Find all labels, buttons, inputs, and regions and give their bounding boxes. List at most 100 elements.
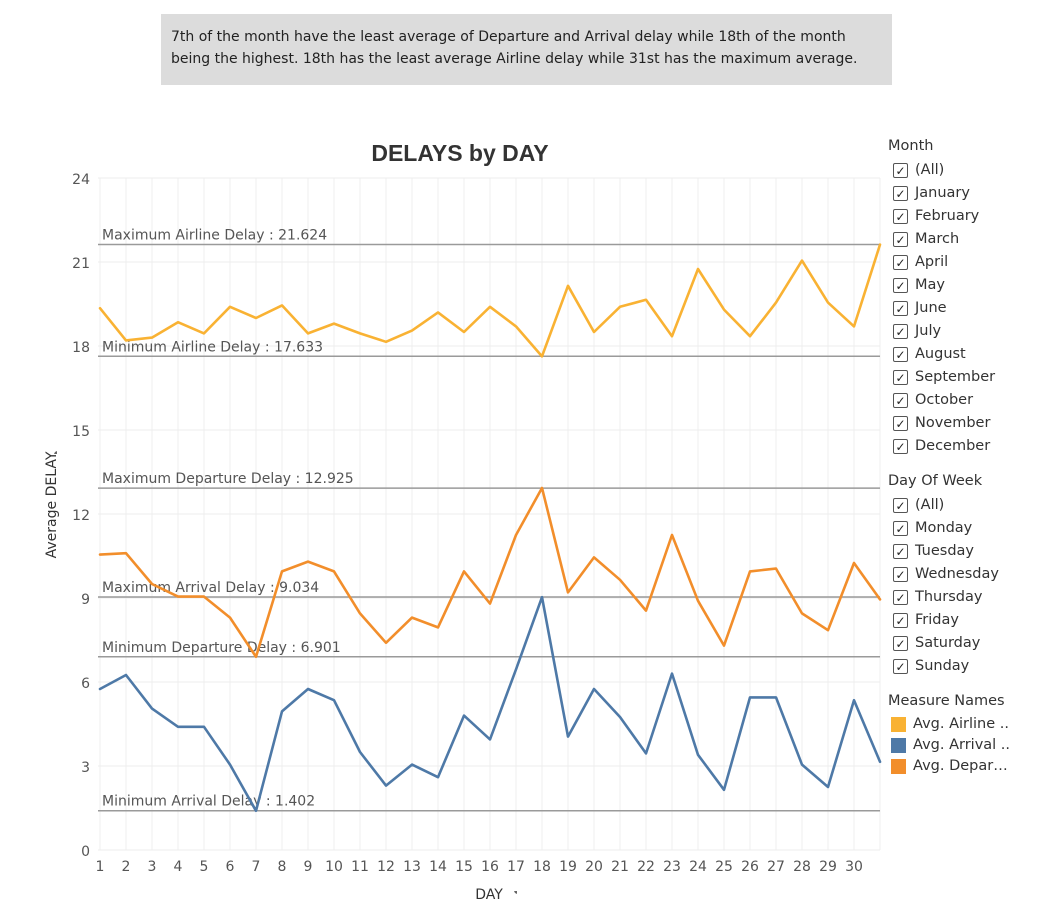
filter-option[interactable]: ✓ September [888, 366, 995, 389]
month-filter: Month ✓ (All) ✓ January ✓ February ✓ March ✓ Apri… [888, 136, 995, 458]
reference-line-label: Minimum Arrival Delay : 1.402 [102, 794, 315, 810]
filter-option[interactable]: ✓ June [888, 297, 995, 320]
filter-option-label: August [915, 346, 966, 362]
x-tick-label: 10 [325, 859, 343, 875]
filter-option-label: Saturday [915, 635, 981, 651]
filter-option[interactable]: ✓ January [888, 182, 995, 205]
filter-option[interactable]: ✓ July [888, 320, 995, 343]
y-tick-label: 24 [72, 172, 90, 188]
checkbox-checked-icon[interactable]: ✓ [893, 544, 908, 559]
legend-item[interactable]: Avg. Airline .. [888, 714, 1011, 735]
filter-option-label: July [915, 323, 942, 339]
x-tick-label: 15 [455, 859, 473, 875]
filter-option[interactable]: ✓ Sunday [888, 655, 999, 678]
reference-line-label: Maximum Airline Delay : 21.624 [102, 228, 327, 244]
series-line [98, 486, 882, 659]
filter-option-label: October [915, 392, 974, 408]
checkbox-checked-icon[interactable]: ✓ [893, 278, 908, 293]
x-axis-pin-icon[interactable] [510, 891, 517, 898]
filter-option[interactable]: ✓ (All) [888, 494, 999, 517]
filter-option-label: November [915, 415, 991, 431]
filter-option-label: May [915, 277, 945, 293]
checkbox-checked-icon[interactable]: ✓ [893, 186, 908, 201]
filter-option[interactable]: ✓ April [888, 251, 995, 274]
y-axis-label: Average DELAY [44, 451, 60, 558]
x-tick-label: 28 [793, 859, 811, 875]
y-tick-label: 12 [72, 508, 90, 524]
series-line [98, 595, 882, 813]
measure-names-legend: Measure Names Avg. Airline .. Avg. Arriva… [888, 691, 1011, 777]
checkbox-checked-icon[interactable]: ✓ [893, 613, 908, 628]
checkbox-checked-icon[interactable]: ✓ [893, 232, 908, 247]
checkbox-checked-icon[interactable]: ✓ [893, 416, 908, 431]
y-tick-label: 21 [72, 256, 90, 272]
checkbox-checked-icon[interactable]: ✓ [893, 521, 908, 536]
day-of-week-filter: Day Of Week ✓ (All) ✓ Monday ✓ Tuesday ✓ Wednes… [888, 471, 999, 678]
filter-option[interactable]: ✓ March [888, 228, 995, 251]
y-tick-label: 3 [81, 760, 90, 776]
checkbox-checked-icon[interactable]: ✓ [893, 370, 908, 385]
checkbox-checked-icon[interactable]: ✓ [893, 439, 908, 454]
checkbox-checked-icon[interactable]: ✓ [893, 347, 908, 362]
filter-option[interactable]: ✓ Monday [888, 517, 999, 540]
filter-option[interactable]: ✓ Friday [888, 609, 999, 632]
checkbox-checked-icon[interactable]: ✓ [893, 567, 908, 582]
filter-option[interactable]: ✓ February [888, 205, 995, 228]
filter-option[interactable]: ✓ Thursday [888, 586, 999, 609]
checkbox-checked-icon[interactable]: ✓ [893, 255, 908, 270]
y-axis-pin-icon[interactable] [50, 447, 57, 454]
filter-option[interactable]: ✓ Tuesday [888, 540, 999, 563]
x-tick-label: 26 [741, 859, 759, 875]
filter-option-label: Tuesday [915, 543, 974, 559]
reference-line-label: Maximum Arrival Delay : 9.034 [102, 580, 319, 596]
x-tick-label: 22 [637, 859, 655, 875]
filter-option[interactable]: ✓ December [888, 435, 995, 458]
checkbox-checked-icon[interactable]: ✓ [893, 301, 908, 316]
checkbox-checked-icon[interactable]: ✓ [893, 209, 908, 224]
legend-item[interactable]: Avg. Arrival .. [888, 735, 1011, 756]
checkbox-checked-icon[interactable]: ✓ [893, 659, 908, 674]
month-filter-list: ✓ (All) ✓ January ✓ February ✓ March ✓ April ✓ May ✓… [888, 159, 995, 458]
filter-option[interactable]: ✓ October [888, 389, 995, 412]
filter-option-label: Wednesday [915, 566, 999, 582]
checkbox-checked-icon[interactable]: ✓ [893, 393, 908, 408]
x-tick-label: 29 [819, 859, 837, 875]
filter-option[interactable]: ✓ (All) [888, 159, 995, 182]
filter-option-label: April [915, 254, 949, 270]
x-tick-label: 17 [507, 859, 525, 875]
checkbox-checked-icon[interactable]: ✓ [893, 636, 908, 651]
x-tick-label: 16 [481, 859, 499, 875]
legend-label: Avg. Arrival .. [913, 737, 1011, 753]
checkbox-checked-icon[interactable]: ✓ [893, 498, 908, 513]
x-tick-label: 5 [200, 859, 209, 875]
y-tick-label: 9 [81, 592, 90, 608]
y-tick-label: 15 [72, 424, 90, 440]
filter-option[interactable]: ✓ May [888, 274, 995, 297]
x-tick-label: 6 [226, 859, 235, 875]
filter-option-label: June [915, 300, 947, 316]
legend-label: Avg. Airline .. [913, 716, 1009, 732]
checkbox-checked-icon[interactable]: ✓ [893, 163, 908, 178]
filter-option[interactable]: ✓ August [888, 343, 995, 366]
x-axis-ticks: 1 2 3 4 5 6 7 8 9 10 11 12 13 14 15 16 17 18 19 20 21 22 23 24 2… [96, 859, 863, 875]
legend-list: Avg. Airline .. Avg. Arrival .. Avg. Depar… [888, 714, 1011, 777]
checkbox-checked-icon[interactable]: ✓ [893, 590, 908, 605]
month-filter-title: Month [888, 138, 934, 154]
x-tick-label: 18 [533, 859, 551, 875]
filter-option[interactable]: ✓ Saturday [888, 632, 999, 655]
x-tick-label: 3 [148, 859, 157, 875]
filter-option[interactable]: ✓ November [888, 412, 995, 435]
filter-option[interactable]: ✓ Wednesday [888, 563, 999, 586]
legend-item[interactable]: Avg. Depart... [888, 756, 1011, 777]
filter-option-label: (All) [915, 497, 945, 513]
checkbox-checked-icon[interactable]: ✓ [893, 324, 908, 339]
filter-option-label: Monday [915, 520, 973, 536]
reference-line-label: Minimum Airline Delay : 17.633 [102, 339, 323, 355]
x-tick-label: 25 [715, 859, 733, 875]
day-of-week-filter-title: Day Of Week [888, 473, 983, 489]
x-tick-label: 4 [174, 859, 183, 875]
day-of-week-filter-list: ✓ (All) ✓ Monday ✓ Tuesday ✓ Wednesday ✓ Thursday… [888, 494, 999, 678]
legend-title: Measure Names [888, 693, 1005, 709]
x-tick-label: 7 [252, 859, 261, 875]
